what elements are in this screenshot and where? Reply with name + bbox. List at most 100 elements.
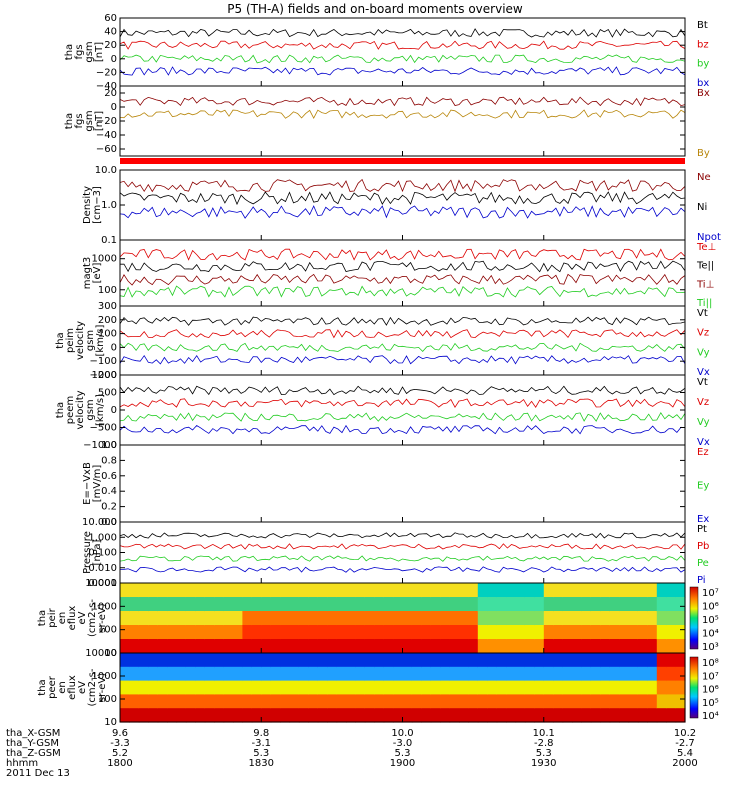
spectrogram-cell xyxy=(176,694,187,709)
spectrogram-cell xyxy=(383,680,394,695)
spectrogram-cell xyxy=(590,708,601,723)
spectrogram-cell xyxy=(666,597,677,612)
colorbar-tick-label: 10⁴ xyxy=(702,711,719,722)
spectrogram-cell xyxy=(336,597,347,612)
x-tick-label: -3.0 xyxy=(393,738,413,749)
spectrogram-cell xyxy=(609,611,620,626)
spectrogram-cell xyxy=(647,625,658,640)
spectrogram-cell xyxy=(129,708,140,723)
spectrogram-cell xyxy=(506,708,517,723)
y-tick-label: 1.0 xyxy=(101,200,117,211)
x-tick-label: 10.2 xyxy=(674,728,696,739)
spectrogram-cell xyxy=(666,680,677,695)
x-row-label: 2011 Dec 13 xyxy=(6,768,70,779)
spectrogram-cell xyxy=(374,694,385,709)
spectrogram-cell xyxy=(120,680,130,695)
spectrogram-cell xyxy=(251,694,262,709)
spectrogram-cell xyxy=(270,597,281,612)
y-tick-label: 10000 xyxy=(85,648,117,659)
spectrogram-cell xyxy=(270,625,281,640)
spectrogram-cell xyxy=(336,666,347,682)
spectrogram-cell xyxy=(120,639,130,654)
spectrogram-cell xyxy=(411,625,422,640)
spectrogram-cell xyxy=(562,694,573,709)
legend-entry-Ni: Ni xyxy=(697,202,707,213)
spectrogram-cell xyxy=(148,625,159,640)
spectrogram-cell xyxy=(317,639,328,654)
series-line-Vx xyxy=(119,424,686,435)
spectrogram-cell xyxy=(120,583,130,598)
spectrogram-cell xyxy=(430,708,441,723)
spectrogram-cell xyxy=(402,694,413,709)
spectrogram-cell xyxy=(656,583,667,598)
spectrogram-cell xyxy=(251,639,262,654)
spectrogram-cell xyxy=(430,653,441,668)
spectrogram-cell xyxy=(487,597,498,612)
series-line-bz xyxy=(119,40,686,50)
spectrogram-cell xyxy=(553,625,564,640)
spectrogram-cell xyxy=(421,597,432,612)
spectrogram-cell xyxy=(270,639,281,654)
spectrogram-cell xyxy=(477,666,488,682)
spectrogram-cell xyxy=(383,597,394,612)
spectrogram-cell xyxy=(543,583,554,598)
series-line-Pb xyxy=(119,543,686,550)
spectrogram-cell xyxy=(327,653,338,668)
legend-entry-Ti⊥: Ti⊥ xyxy=(696,279,714,290)
spectrogram-cell xyxy=(449,680,460,695)
spectrogram-cell xyxy=(233,666,243,682)
legend-entry-Vy: Vy xyxy=(697,347,710,358)
spectrogram-cell xyxy=(411,653,422,668)
spectrogram-cell xyxy=(515,680,526,695)
spectrogram-cell xyxy=(364,680,375,695)
spectrogram-cell xyxy=(374,611,385,626)
spectrogram-cell xyxy=(506,583,517,598)
spectrogram-cell xyxy=(675,583,686,598)
y-tick-label: 40 xyxy=(104,27,117,38)
spectrogram-cell xyxy=(280,680,291,695)
spectrogram-cell xyxy=(148,639,159,654)
spectrogram-cell xyxy=(233,583,243,598)
spectrogram-cell xyxy=(402,611,413,626)
spectrogram-cell xyxy=(355,611,366,626)
spectrogram-cell xyxy=(487,708,498,723)
y-axis-label-line: Density xyxy=(82,186,93,224)
spectrogram-cell xyxy=(449,708,460,723)
spectrogram-cell xyxy=(214,666,225,682)
spectrogram-cell xyxy=(553,653,564,668)
spectrogram-cell xyxy=(581,653,592,668)
series-line-Bx xyxy=(119,96,686,107)
spectrogram-cell xyxy=(637,708,648,723)
spectrogram-cell xyxy=(609,666,620,682)
panel-frame xyxy=(119,169,686,241)
spectrogram-cell xyxy=(562,625,573,640)
spectrogram-cell xyxy=(600,583,611,598)
spectrogram-cell xyxy=(637,680,648,695)
spectrogram-cell xyxy=(298,666,309,682)
panel-frame xyxy=(119,85,686,157)
panel-density: 10.0 1.0 0.1 Density[cm−3] Ne Ni Npot xyxy=(82,165,721,246)
y-axis-label-line: (cm2-s- xyxy=(87,599,98,637)
legend-entry-Pe: Pe xyxy=(697,558,709,569)
spectrogram-cell xyxy=(619,653,630,668)
spectrogram-cell xyxy=(637,597,648,612)
x-tick-label: 5.3 xyxy=(536,748,552,759)
spectrogram-cell xyxy=(543,694,554,709)
spectrogram-cell xyxy=(364,597,375,612)
y-tick-label: 1.000 xyxy=(88,532,117,543)
spectrogram-cell xyxy=(619,583,630,598)
spectrogram-cell xyxy=(223,611,234,626)
spectrogram-cell xyxy=(524,625,535,640)
separator-bar xyxy=(120,158,685,164)
spectrogram-cell xyxy=(204,680,215,695)
spectrogram-cell xyxy=(242,680,253,695)
spectrogram-cell xyxy=(289,625,300,640)
spectrogram-cell xyxy=(374,666,385,682)
spectrogram-cell xyxy=(600,708,611,723)
spectrogram-cell xyxy=(459,625,469,640)
figure-title: P5 (TH-A) fields and on-board moments ov… xyxy=(227,2,523,16)
spectrogram-cell xyxy=(402,708,413,723)
y-tick-label: −100 xyxy=(90,356,117,367)
legend-entry-Vy: Vy xyxy=(697,417,710,428)
spectrogram-cell xyxy=(637,583,648,598)
